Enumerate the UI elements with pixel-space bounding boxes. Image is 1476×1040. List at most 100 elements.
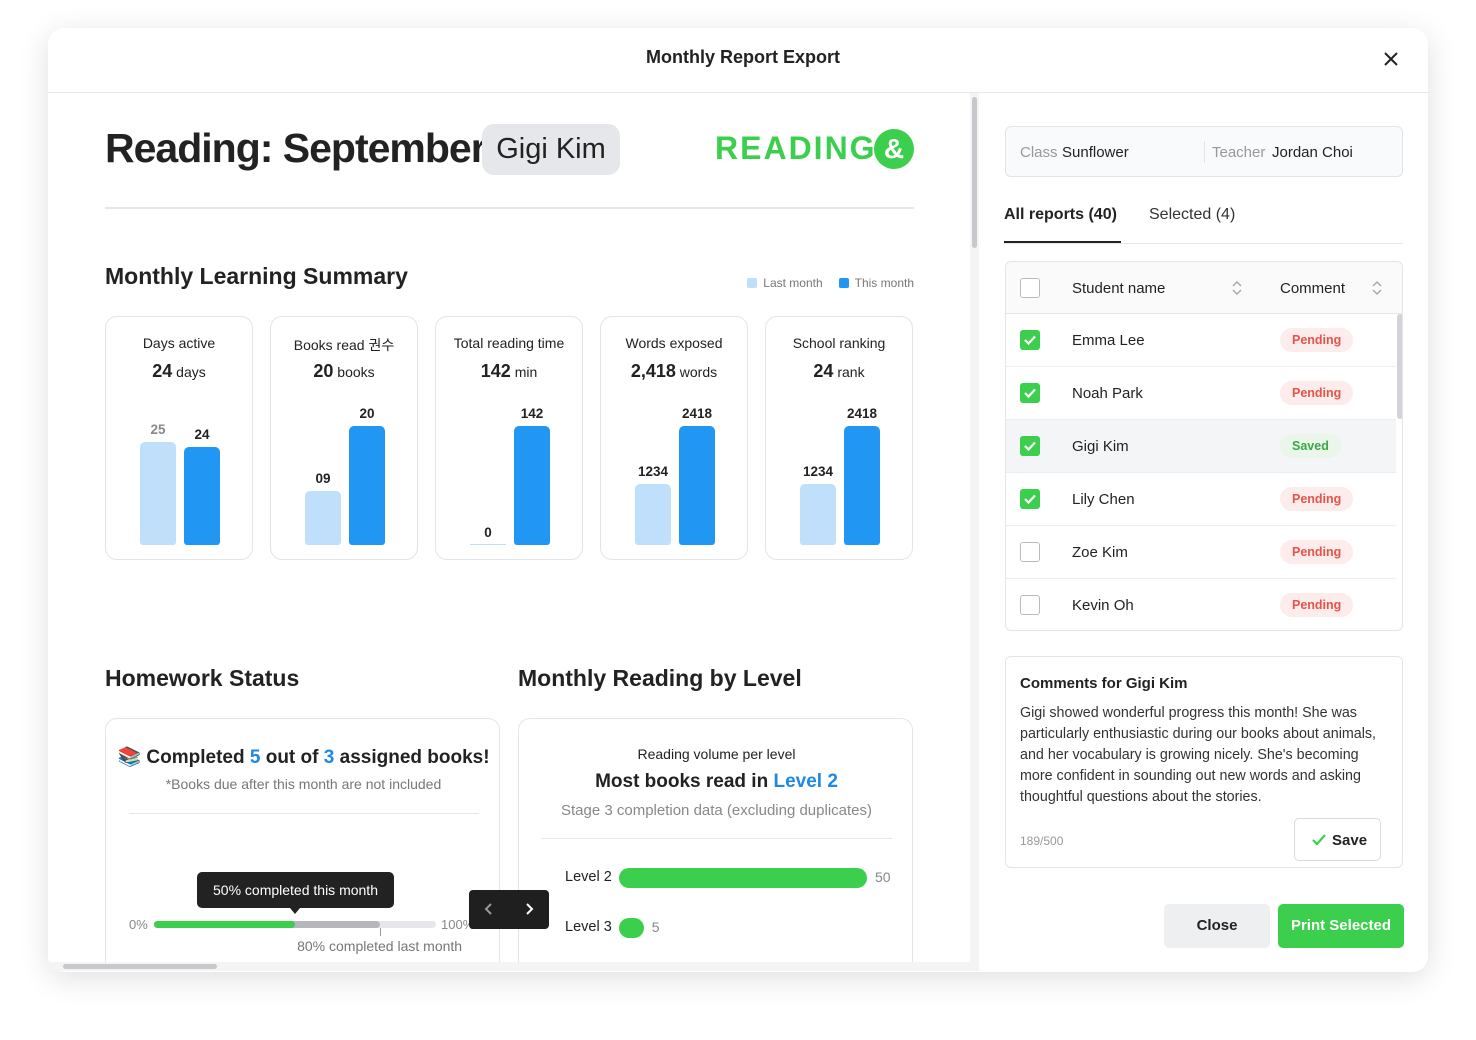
- section-title: Homework Status: [105, 665, 300, 691]
- sort-icon[interactable]: [1232, 280, 1242, 296]
- card-label: School ranking: [792, 335, 886, 351]
- column-header[interactable]: Comment: [1280, 280, 1346, 297]
- icon: 📚: [117, 747, 142, 768]
- card-label: Words exposed: [625, 335, 723, 351]
- table-row[interactable]: Noah Park Pending: [1006, 367, 1396, 420]
- legend: Last month This month: [747, 276, 914, 290]
- headline-unit: books: [337, 364, 375, 380]
- status-badge: Pending: [1280, 328, 1354, 352]
- scroll-thumb[interactable]: [1397, 314, 1402, 419]
- level-value: 50: [875, 869, 891, 885]
- logo: READING: [715, 130, 877, 166]
- column-header[interactable]: Student name: [1072, 280, 1166, 297]
- save-button[interactable]: Save: [1294, 818, 1381, 861]
- check-icon: [1024, 441, 1036, 452]
- carousel-nav: [469, 890, 549, 929]
- status-badge: Pending: [1280, 381, 1354, 405]
- bar-label: 0: [484, 525, 492, 540]
- student-name: Emma Lee: [1072, 332, 1145, 349]
- highlight: Level 2: [773, 771, 838, 792]
- tab[interactable]: Selected (4): [1149, 206, 1236, 223]
- select-all[interactable]: [1020, 278, 1040, 298]
- student-name: Noah Park: [1072, 385, 1143, 402]
- check-icon: [1024, 388, 1036, 399]
- print-button[interactable]: Print Selected: [1278, 904, 1404, 948]
- student-name: Gigi Kim: [1072, 438, 1129, 455]
- prev-button[interactable]: [483, 902, 495, 916]
- card-headline: 24 rank: [766, 361, 912, 382]
- headline-unit: days: [176, 364, 206, 380]
- checkbox[interactable]: [1020, 489, 1040, 509]
- checkbox[interactable]: [1020, 383, 1040, 403]
- text: out of: [265, 747, 319, 768]
- assigned: 3: [323, 747, 335, 768]
- check-icon: [1312, 834, 1326, 846]
- headline-unit: rank: [837, 364, 865, 380]
- bar: [140, 442, 176, 545]
- tab-indicator: [1004, 241, 1121, 243]
- comment-text[interactable]: Gigi showed wonderful progress this mont…: [1020, 705, 1377, 805]
- status-badge: Pending: [1280, 487, 1354, 511]
- student-pill: Gigi Kim: [482, 124, 620, 175]
- header-divider: [48, 92, 1428, 93]
- table-header: Student name Comment: [1006, 262, 1402, 314]
- table-row[interactable]: Kevin Oh Pending: [1006, 579, 1396, 630]
- bar-label: 24: [194, 426, 210, 442]
- headline-unit: words: [679, 364, 718, 380]
- homework-summary: 📚 Completed 5 out of 3 assigned books!: [106, 745, 501, 769]
- divider: [105, 207, 914, 209]
- table-row[interactable]: Lily Chen Pending: [1006, 473, 1396, 526]
- table-row[interactable]: Emma Lee Pending: [1006, 314, 1396, 367]
- student-name: Lily Chen: [1072, 491, 1135, 508]
- bar: [470, 544, 506, 545]
- next-button[interactable]: [523, 902, 535, 916]
- report-title: Reading: September: [105, 125, 487, 171]
- bar-label: 1234: [637, 464, 669, 480]
- legend-item: This month: [838, 276, 914, 290]
- text: assigned books!: [339, 747, 490, 768]
- tooltip-arrow: [290, 908, 300, 914]
- bar: [184, 446, 220, 545]
- bar-label: 2418: [681, 406, 713, 421]
- report-area: Reading: September Gigi Kim READING & Mo…: [48, 93, 970, 962]
- legend-swatch: [747, 278, 758, 288]
- status-badge: Pending: [1280, 593, 1354, 617]
- level-bar: [619, 918, 644, 938]
- bar-label: 20: [359, 406, 375, 421]
- sort-icon[interactable]: [1372, 280, 1382, 296]
- legend-item: Last month: [747, 276, 823, 290]
- checkbox[interactable]: [1020, 595, 1040, 615]
- bar-label: 2418: [846, 406, 878, 421]
- headline-value: 142: [480, 361, 511, 381]
- checkbox[interactable]: [1020, 542, 1040, 562]
- card-label: Total reading time: [453, 335, 565, 351]
- logo-symbol: &: [874, 129, 914, 169]
- close-icon[interactable]: [1383, 51, 1399, 67]
- table-row[interactable]: Zoe Kim Pending: [1006, 526, 1396, 579]
- divider: [1204, 141, 1205, 163]
- card-headline: 24 days: [106, 361, 252, 382]
- bar: [305, 491, 341, 545]
- level-label: Level 2: [565, 869, 612, 885]
- levels-card: Reading volume per level Most books read…: [518, 718, 913, 962]
- scroll-thumb[interactable]: [63, 964, 217, 969]
- homework-card: 📚 Completed 5 out of 3 assigned books! *…: [105, 718, 500, 962]
- bar-label: 09: [315, 471, 331, 487]
- checkbox[interactable]: [1020, 330, 1040, 350]
- checkbox[interactable]: [1020, 436, 1040, 456]
- summary-card: School ranking 24 rank 1234 2418: [765, 316, 913, 560]
- level-bar: [619, 868, 867, 888]
- table-row[interactable]: Gigi Kim Saved: [1006, 420, 1396, 473]
- progress-end: 100%: [441, 917, 475, 932]
- subtitle: Reading volume per level: [637, 746, 796, 762]
- headline-value: 24: [813, 361, 834, 381]
- legend-label: Last month: [763, 276, 823, 290]
- tab[interactable]: All reports (40): [1004, 206, 1117, 223]
- tab-divider: [1004, 243, 1403, 244]
- note: *Books due after this month are not incl…: [165, 776, 442, 792]
- check-icon: [1024, 494, 1036, 505]
- close-button[interactable]: Close: [1164, 904, 1270, 948]
- scroll-thumb[interactable]: [972, 97, 977, 248]
- student-name: Zoe Kim: [1072, 544, 1128, 561]
- card-headline: 142 min: [436, 361, 582, 382]
